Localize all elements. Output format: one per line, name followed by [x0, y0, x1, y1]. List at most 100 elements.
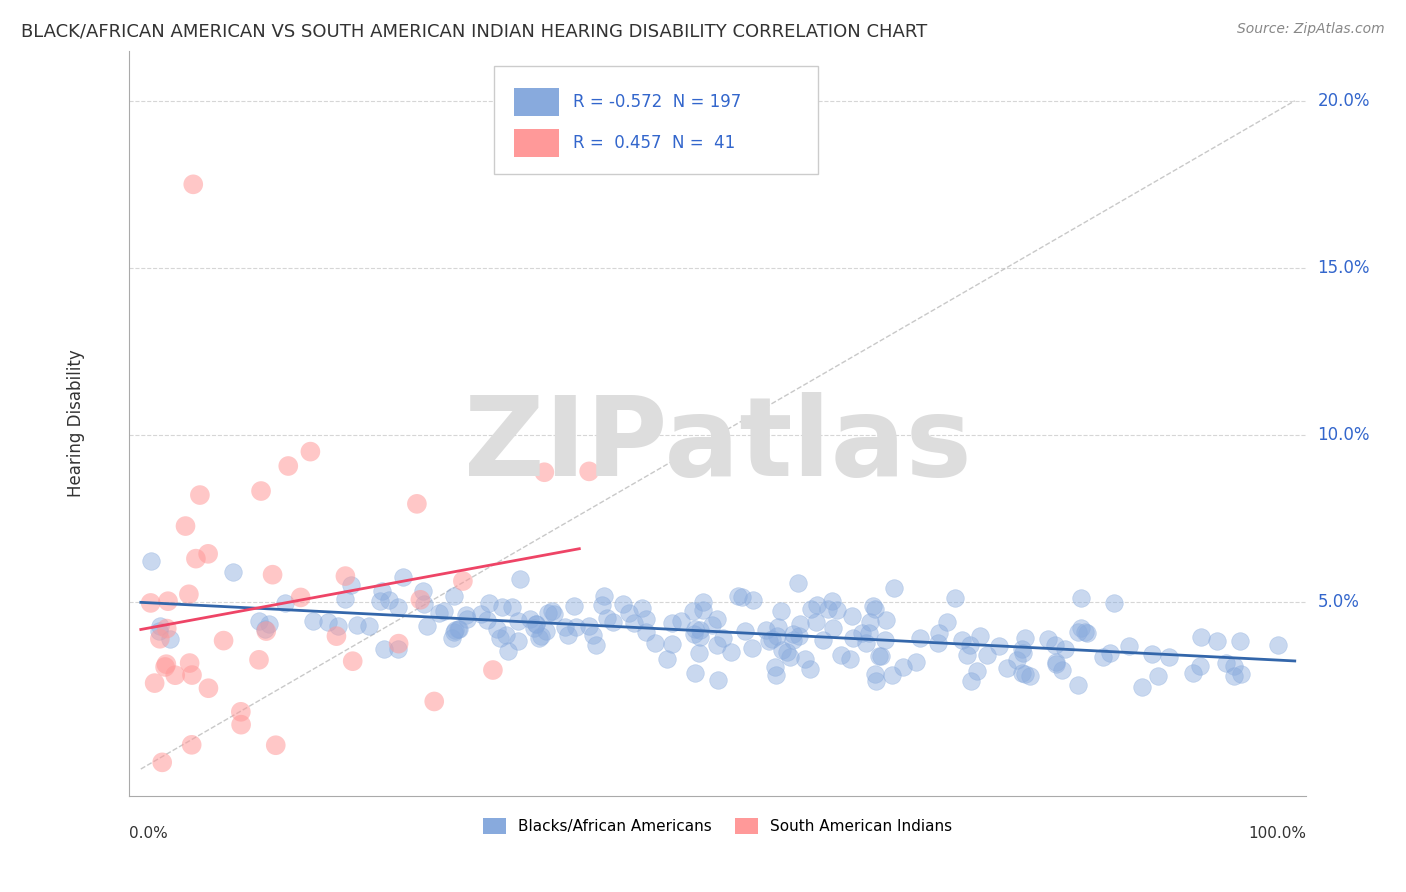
Point — [562, 599, 585, 614]
Point — [692, 595, 714, 609]
Point — [1014, 666, 1036, 681]
Point — [357, 619, 380, 633]
Point — [1045, 657, 1067, 671]
Point — [1011, 666, 1033, 681]
Point — [908, 632, 931, 646]
Text: 10.0%: 10.0% — [1317, 425, 1369, 444]
Point — [1189, 630, 1212, 644]
Point — [409, 592, 432, 607]
Point — [197, 681, 219, 696]
Point — [711, 631, 734, 645]
Point — [519, 612, 541, 626]
Point — [1223, 668, 1246, 682]
Point — [184, 551, 207, 566]
Point — [387, 641, 409, 656]
Point — [776, 645, 799, 659]
Point — [412, 584, 434, 599]
Point — [692, 603, 714, 617]
Point — [250, 483, 273, 498]
Point — [1130, 680, 1153, 694]
Text: Hearing Disability: Hearing Disability — [67, 350, 86, 497]
Point — [1011, 642, 1033, 657]
Point — [821, 594, 844, 608]
Point — [855, 636, 877, 650]
Point — [139, 596, 162, 610]
Text: Source: ZipAtlas.com: Source: ZipAtlas.com — [1237, 22, 1385, 37]
Point — [976, 648, 998, 663]
Point — [883, 582, 905, 596]
Point — [478, 596, 501, 610]
Point — [779, 649, 801, 664]
Point — [156, 622, 179, 636]
Point — [262, 567, 284, 582]
Point — [155, 657, 177, 672]
Text: 0.0%: 0.0% — [129, 826, 169, 841]
Point — [524, 617, 547, 632]
Point — [427, 606, 450, 620]
Text: R =  0.457  N =  41: R = 0.457 N = 41 — [574, 134, 735, 152]
Point — [456, 612, 478, 626]
Point — [212, 633, 235, 648]
Point — [148, 624, 170, 639]
Point — [830, 648, 852, 663]
Point — [644, 636, 666, 650]
Text: ZIPatlas: ZIPatlas — [464, 392, 972, 500]
Point — [302, 614, 325, 628]
Point — [707, 673, 730, 687]
Point — [533, 465, 555, 479]
Point — [229, 705, 252, 719]
Point — [1229, 666, 1251, 681]
Point — [880, 668, 903, 682]
Point — [277, 458, 299, 473]
Point — [1157, 650, 1180, 665]
Point — [482, 663, 505, 677]
Point — [839, 651, 862, 665]
Point — [1229, 634, 1251, 648]
Point — [706, 612, 728, 626]
Point — [1098, 646, 1121, 660]
Point — [862, 599, 884, 613]
Point — [174, 519, 197, 533]
Point — [683, 622, 706, 636]
Point — [688, 646, 710, 660]
Point — [804, 615, 827, 629]
Point — [683, 627, 706, 641]
Point — [1267, 639, 1289, 653]
Point — [541, 604, 564, 618]
Point — [602, 615, 624, 629]
Point — [727, 589, 749, 603]
Point — [858, 625, 880, 640]
Point — [841, 609, 863, 624]
Point — [149, 619, 172, 633]
Point — [534, 624, 557, 638]
Point — [1052, 663, 1074, 677]
Point — [766, 620, 789, 634]
Point — [325, 629, 347, 643]
Point — [799, 662, 821, 676]
Point — [264, 738, 287, 752]
Point — [593, 589, 616, 603]
Text: 100.0%: 100.0% — [1249, 826, 1306, 841]
Point — [529, 631, 551, 645]
Point — [475, 613, 498, 627]
Point — [150, 756, 173, 770]
Point — [636, 612, 658, 626]
Point — [623, 616, 645, 631]
Point — [557, 628, 579, 642]
Point — [927, 636, 949, 650]
Point — [501, 600, 523, 615]
Point — [1045, 655, 1067, 669]
Point — [316, 615, 339, 630]
Point — [524, 617, 547, 632]
Point — [222, 565, 245, 579]
Point — [257, 616, 280, 631]
Point — [966, 664, 988, 678]
Point — [741, 640, 763, 655]
Point — [770, 643, 793, 657]
Point — [509, 572, 531, 586]
Point — [247, 653, 270, 667]
Point — [1104, 596, 1126, 610]
Point — [578, 619, 600, 633]
Point — [333, 591, 356, 606]
Point — [412, 597, 434, 611]
